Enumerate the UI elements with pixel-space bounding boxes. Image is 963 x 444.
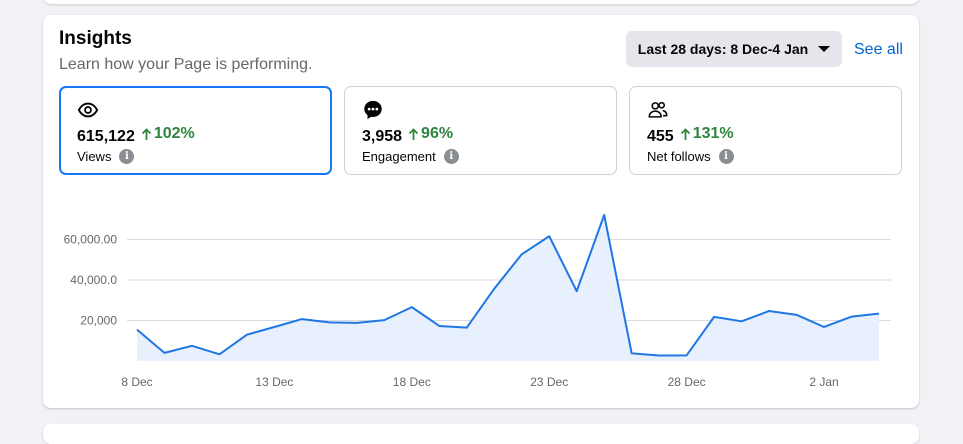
metric-card-engagement[interactable]: 3,958 96% Engagement i [344,86,617,175]
data-point[interactable] [794,312,800,318]
arrow-up-icon [680,127,690,140]
data-point[interactable] [766,308,772,314]
info-icon[interactable]: i [718,149,734,164]
metric-delta-text: 96% [421,125,454,142]
page-subtitle: Learn how your Page is performing. [59,56,313,73]
metric-label: Views [77,149,112,164]
info-icon[interactable]: i [443,149,459,164]
data-point[interactable] [711,314,717,320]
data-point[interactable] [546,233,552,239]
metric-value: 3,958 [362,127,403,145]
x-tick-label: 8 Dec [121,375,152,389]
data-point[interactable] [876,311,882,317]
data-point[interactable] [134,327,140,333]
metric-card-views[interactable]: 615,122 102% Views i [59,86,332,175]
chat-bubble-icon [364,100,382,120]
data-point[interactable] [601,212,607,218]
arrow-up-icon [408,127,419,140]
x-tick-label: 23 Dec [530,375,568,389]
data-point[interactable] [629,350,635,356]
data-point[interactable] [684,352,690,358]
data-point[interactable] [326,319,332,325]
y-tick-label: 40,000.0 [70,273,117,287]
info-icon[interactable]: i [119,149,135,164]
page-title: Insights [59,28,132,49]
chart-series-line [136,214,880,357]
data-point[interactable] [216,351,222,357]
data-point[interactable] [161,350,167,356]
metric-delta: 102% [141,125,195,143]
metric-label: Engagement [362,149,436,164]
eye-icon [77,102,99,118]
people-icon [648,101,668,118]
data-point[interactable] [464,325,470,331]
metric-card-net-follows[interactable]: 455 131% Net follows i [629,86,902,175]
data-point[interactable] [299,316,305,322]
y-tick-label: 20,000 [80,314,117,328]
metric-delta-text: 102% [153,125,195,142]
x-tick-label: 13 Dec [255,375,293,389]
data-point[interactable] [409,304,415,310]
chart-y-ticks: 20,000 40,000.0 60,000.00 [64,233,118,328]
previous-card-edge [43,0,919,4]
data-point[interactable] [656,353,662,359]
views-line-chart: 20,000 40,000.0 60,000.00 8 Dec 13 Dec 18 De… [64,212,891,389]
metric-value: 615,122 [77,127,135,145]
data-point[interactable] [849,314,855,320]
data-point[interactable] [436,323,442,329]
x-tick-label: 18 Dec [393,375,431,389]
arrow-up-icon [141,127,151,140]
x-tick-label: 2 Jan [809,375,838,389]
data-point[interactable] [271,324,277,330]
data-point[interactable] [354,320,360,326]
date-range-dropdown[interactable]: Last 28 days: 8 Dec-4 Jan [626,31,842,67]
x-tick-label: 28 Dec [668,375,706,389]
metric-delta: 131% [680,125,734,143]
metric-value: 455 [647,127,674,145]
metric-delta-text: 131% [692,125,734,142]
data-point[interactable] [244,332,250,338]
data-point[interactable] [491,286,497,292]
y-tick-label: 60,000.00 [64,233,118,247]
data-point[interactable] [574,288,580,294]
data-point[interactable] [381,317,387,323]
chart-area-fill [137,215,879,361]
chart-x-ticks: 8 Dec 13 Dec 18 Dec 23 Dec 28 Dec 2 Jan [121,375,838,389]
data-point[interactable] [739,318,745,324]
data-point[interactable] [189,343,195,349]
metric-label: Net follows [647,149,711,164]
date-range-label: Last 28 days: 8 Dec-4 Jan [637,41,809,57]
data-point[interactable] [519,251,525,257]
metric-delta: 96% [408,125,453,143]
see-all-link[interactable]: See all [854,41,903,58]
insights-card: Insights Learn how your Page is performi… [43,15,919,408]
caret-down-icon [818,46,831,52]
next-card-edge [43,424,919,444]
data-point[interactable] [821,324,827,330]
